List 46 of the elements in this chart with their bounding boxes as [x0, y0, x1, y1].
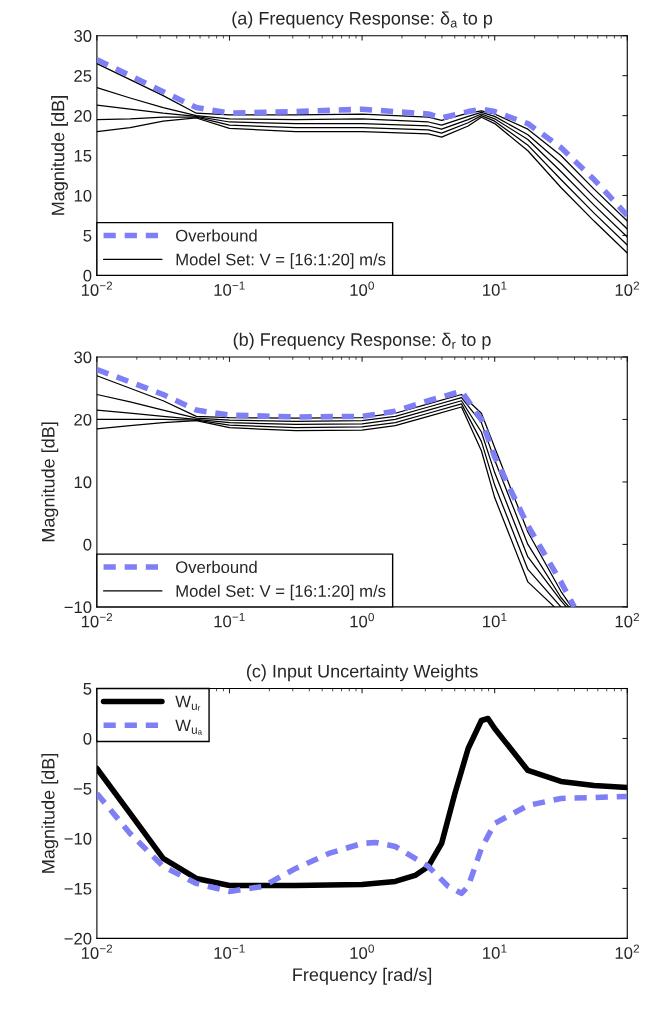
- legend-label: Overbound: [176, 560, 257, 574]
- legend-label: Model Set: V = [16:1:20] m/s: [176, 253, 386, 269]
- x-tick-label: 10$^{−2}$: [81, 612, 113, 628]
- y-tick-label: −10: [64, 601, 92, 614]
- x-tick-label: 10$^{2}$: [615, 281, 640, 296]
- y-tick-label: 20: [74, 110, 92, 122]
- x-axis-title: Frequency [rad/s]: [293, 967, 432, 985]
- y-tick-label: 25: [74, 70, 92, 82]
- x-tick-label: 10$^{0}$: [350, 612, 374, 628]
- y-tick-label: 30: [74, 30, 92, 42]
- x-tick-label: 10$^{0}$: [350, 281, 374, 296]
- chart-title: (a) Frequency Response: δ$_{a}$ to p: [232, 11, 493, 29]
- chart-title: (b) Frequency Response: δ$_{r}$ to p: [233, 332, 491, 350]
- chart-title: (c) Input Uncertainty Weights: [246, 664, 478, 682]
- legend-label: Overbound: [176, 229, 257, 242]
- y-tick-label: −20: [64, 932, 92, 945]
- y-tick-label: −10: [64, 832, 92, 845]
- x-tick-label: 10$^{1}$: [483, 281, 507, 296]
- text: W$_{uᵣ}$: [175, 695, 201, 711]
- legend-label: Model Set: V = [16:1:20] m/s: [176, 584, 386, 601]
- y-tick-label: −15: [64, 882, 92, 895]
- y-tick-label: 10: [74, 476, 92, 489]
- x-tick-label: 10$^{−2}$: [81, 944, 113, 959]
- x-tick-label: 10$^{−1}$: [214, 281, 245, 296]
- x-tick-label: 10$^{−1}$: [214, 944, 245, 959]
- y-tick-label: 5: [83, 230, 92, 242]
- y-axis-title: Magnitude [dB]: [41, 754, 59, 873]
- x-tick-label: 10$^{0}$: [350, 944, 374, 959]
- legend-label: W$_{uₐ}$: [175, 719, 203, 735]
- y-tick-label: 0: [83, 732, 92, 745]
- x-tick-label: 10$^{−1}$: [214, 612, 245, 628]
- y-axis-title: Magnitude [dB]: [51, 96, 68, 215]
- x-tick-label: 10$^{1}$: [483, 944, 507, 959]
- y-tick-label: −5: [73, 783, 92, 795]
- y-tick-label: 0: [83, 538, 92, 551]
- y-tick-label: 10: [74, 189, 92, 202]
- x-tick-label: 10$^{2}$: [615, 944, 640, 959]
- y-axis-title: Magnitude [dB]: [41, 422, 59, 542]
- x-tick-label: 10$^{1}$: [483, 612, 507, 628]
- y-tick-label: 5: [83, 683, 92, 695]
- y-tick-label: 20: [74, 413, 92, 426]
- x-tick-label: 10$^{−2}$: [81, 281, 113, 296]
- x-tick-label: 10$^{2}$: [615, 612, 640, 628]
- y-tick-label: 30: [74, 351, 92, 364]
- y-tick-label: 15: [74, 150, 92, 162]
- y-tick-label: 0: [83, 269, 92, 282]
